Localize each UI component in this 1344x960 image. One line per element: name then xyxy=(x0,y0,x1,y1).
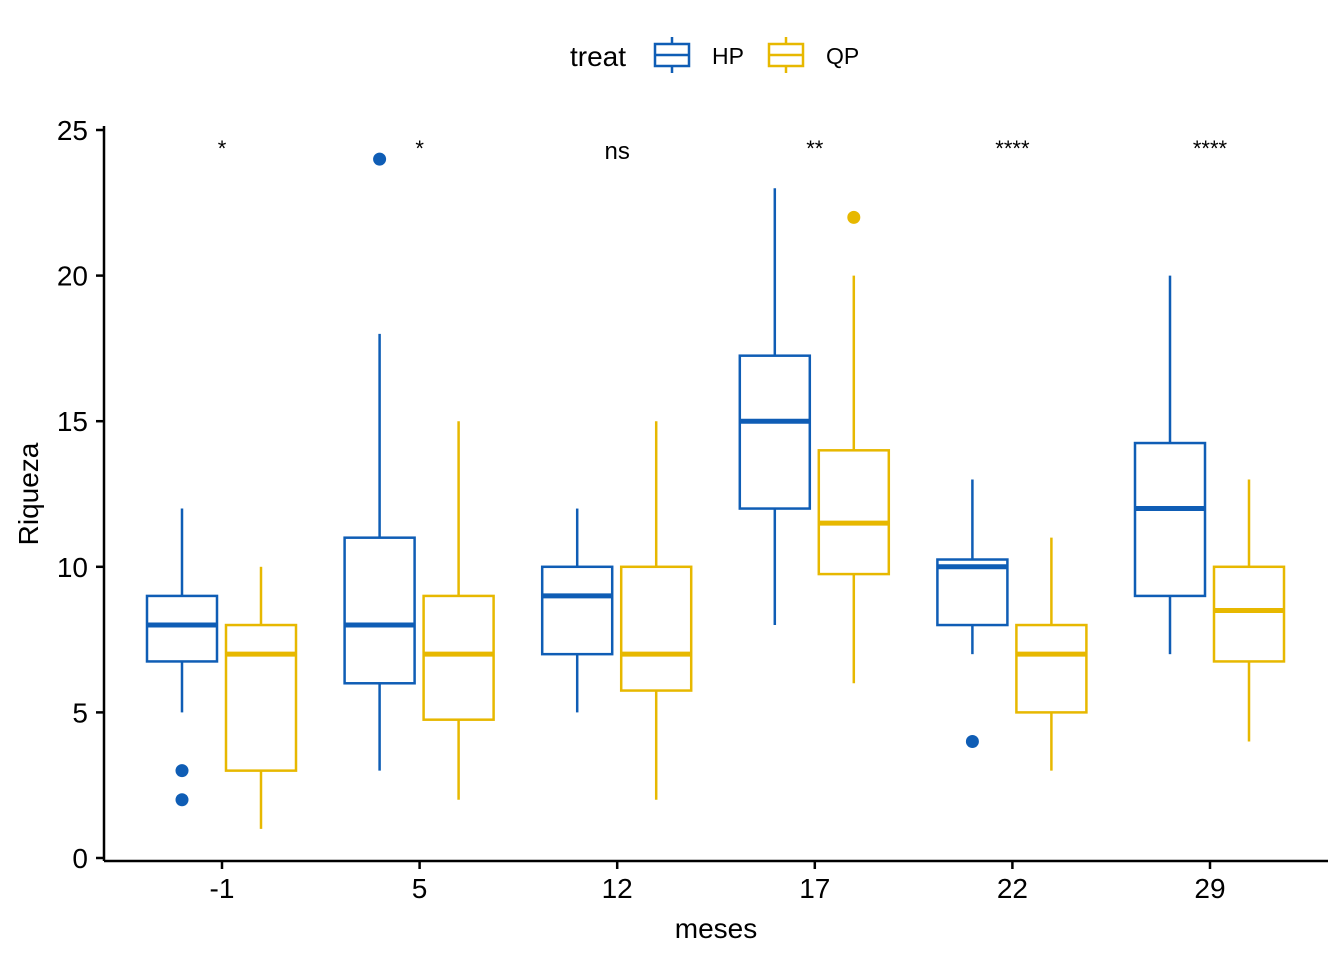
box-hp-29 xyxy=(1133,275,1207,655)
box-hp--1 xyxy=(145,508,219,807)
box-hp-17 xyxy=(738,188,812,626)
legend-key-qp: QP xyxy=(767,37,859,73)
outlier-point xyxy=(965,735,979,749)
box-hp-22 xyxy=(936,479,1009,749)
axes: 0 5 10 15 20 25 -1 5 12 17 22 29 xyxy=(57,115,1328,904)
x-tick-label: -1 xyxy=(210,873,235,904)
box-body xyxy=(619,565,693,692)
box-body xyxy=(817,449,891,576)
y-tick-label: 5 xyxy=(72,697,88,728)
y-tick-label: 10 xyxy=(57,552,88,583)
box-qp--1 xyxy=(224,566,298,829)
box-body xyxy=(540,565,614,656)
box-body xyxy=(738,354,812,510)
y-axis-title: Riqueza xyxy=(13,442,44,545)
box-body xyxy=(343,536,416,685)
x-axis-title: meses xyxy=(675,913,757,944)
box-qp-12 xyxy=(619,421,693,800)
significance-label: **** xyxy=(995,136,1030,161)
box-qp-17 xyxy=(817,210,891,684)
outlier-point xyxy=(373,152,387,166)
box-qp-22 xyxy=(1015,537,1088,771)
plot-area: * * ns ** **** **** xyxy=(145,136,1286,829)
box-body xyxy=(1212,565,1286,663)
x-tick-label: 5 xyxy=(412,873,428,904)
box-body xyxy=(224,623,298,772)
y-tick-label: 0 xyxy=(72,843,88,874)
significance-label: * xyxy=(415,136,424,161)
outlier-point xyxy=(175,764,189,778)
outlier-point xyxy=(847,210,861,224)
box-body xyxy=(1015,623,1088,714)
y-tick-label: 25 xyxy=(57,115,88,146)
legend-key-hp: HP xyxy=(653,37,744,73)
x-tick-label: 29 xyxy=(1194,873,1225,904)
box-body xyxy=(422,594,495,721)
legend: treat HP QP xyxy=(570,37,859,73)
y-tick-label: 20 xyxy=(57,261,88,292)
box-qp-29 xyxy=(1212,479,1286,742)
significance-label: **** xyxy=(1193,136,1228,161)
legend-label-hp: HP xyxy=(712,43,744,69)
box-hp-5 xyxy=(343,152,416,771)
significance-label: * xyxy=(218,136,227,161)
y-tick-label: 15 xyxy=(57,406,88,437)
significance-label: ** xyxy=(806,136,824,161)
box-qp-5 xyxy=(422,421,495,800)
x-tick-label: 12 xyxy=(602,873,633,904)
x-tick-label: 22 xyxy=(997,873,1028,904)
box-hp-12 xyxy=(540,508,614,713)
outlier-point xyxy=(175,793,189,807)
x-tick-label: 17 xyxy=(799,873,830,904)
box-body xyxy=(1133,441,1207,598)
significance-label: ns xyxy=(605,138,630,165)
legend-title: treat xyxy=(570,41,626,72)
box-body xyxy=(145,594,219,663)
legend-label-qp: QP xyxy=(826,43,859,69)
box-body xyxy=(936,558,1009,627)
